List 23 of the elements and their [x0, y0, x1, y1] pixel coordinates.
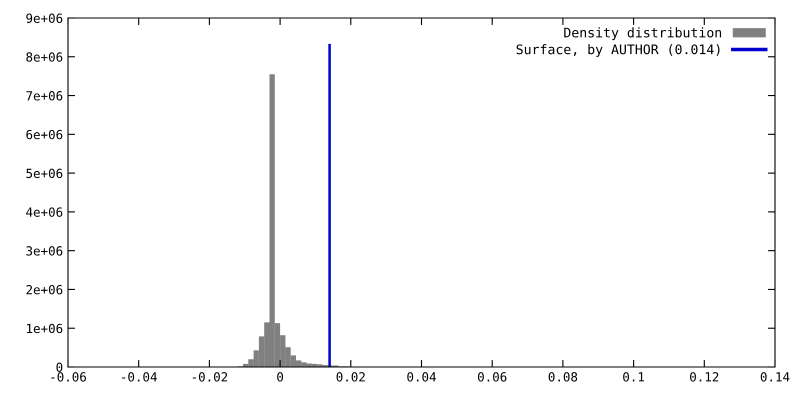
y-tick-label: 6e+06 [26, 130, 62, 140]
x-tick-label: -0.06 [51, 372, 86, 382]
y-tick-label: 8e+06 [26, 52, 62, 62]
x-tick-label: 0.06 [478, 372, 506, 382]
x-tick-label: 0.14 [760, 372, 790, 382]
legend-label: Surface, by AUTHOR (0.014) [516, 44, 720, 57]
y-tick-label: 1e+06 [27, 324, 62, 334]
y-tick-label: 0 [56, 362, 62, 372]
x-tick-label: -0.04 [122, 372, 157, 382]
x-tick-label: -0.02 [192, 372, 228, 382]
y-tick-label: 9e+06 [26, 14, 62, 23]
x-tick-label: 0.04 [407, 372, 436, 382]
x-tick-label: 0 [277, 372, 284, 382]
y-tick-label: 3e+06 [26, 246, 62, 256]
y-tick-label: 2e+06 [26, 284, 62, 294]
y-tick-label: 7e+06 [26, 91, 62, 101]
y-tick-label: 4e+06 [26, 207, 62, 217]
x-tick-label: 0.1 [623, 372, 644, 382]
legend-label: Density distribution [564, 27, 722, 40]
x-tick-label: 0.12 [690, 372, 718, 382]
x-tick-label: 0.02 [336, 372, 365, 382]
x-tick-label: 0.08 [548, 372, 578, 382]
y-tick-label: 5e+06 [26, 168, 62, 178]
